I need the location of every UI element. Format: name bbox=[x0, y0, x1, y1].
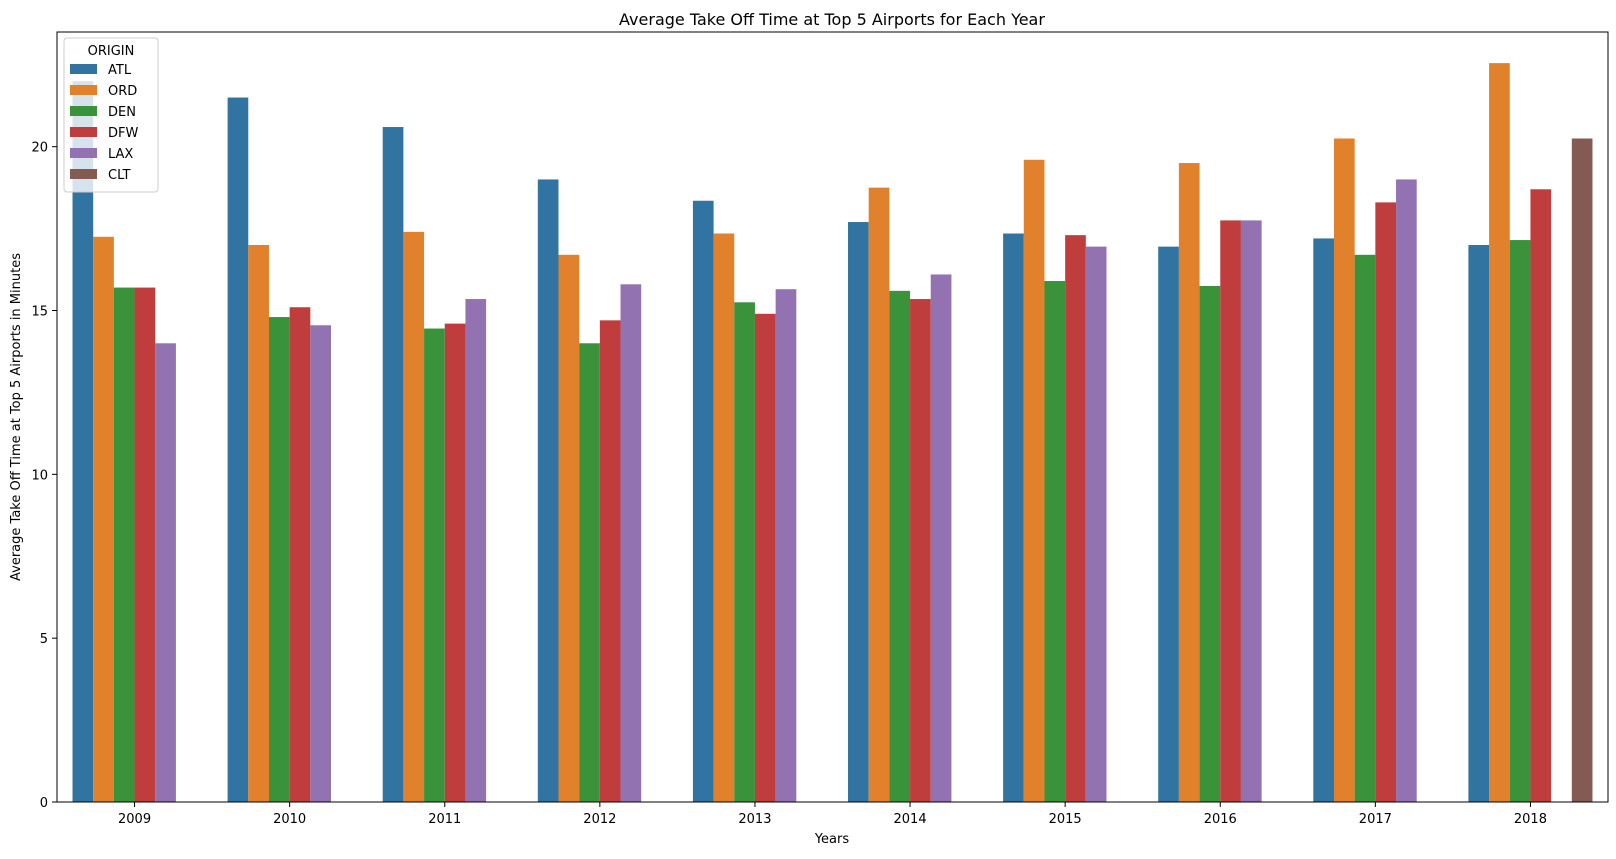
bar-dfw-2009 bbox=[134, 287, 156, 802]
x-axis-label: Years bbox=[814, 832, 850, 847]
x-tick-label: 2012 bbox=[583, 812, 616, 827]
bar-ord-2013 bbox=[713, 233, 735, 802]
bar-den-2017 bbox=[1354, 254, 1376, 802]
legend-swatch-atl bbox=[70, 64, 97, 74]
bar-atl-2011 bbox=[382, 127, 404, 802]
legend-swatch-dfw bbox=[70, 127, 97, 137]
bar-dfw-2011 bbox=[444, 323, 466, 802]
bar-atl-2016 bbox=[1158, 246, 1179, 802]
bar-den-2015 bbox=[1044, 281, 1066, 802]
x-tick-label: 2009 bbox=[118, 812, 151, 827]
bar-dfw-2015 bbox=[1065, 235, 1086, 802]
bar-atl-2012 bbox=[537, 179, 559, 802]
bar-dfw-2016 bbox=[1220, 220, 1241, 802]
bar-atl-2010 bbox=[227, 97, 249, 802]
bar-den-2011 bbox=[424, 328, 445, 802]
y-tick-label: 20 bbox=[31, 141, 48, 156]
legend-label-atl: ATL bbox=[108, 63, 132, 78]
bar-ord-2014 bbox=[868, 187, 890, 802]
legend-swatch-clt bbox=[70, 169, 97, 179]
y-tick-label: 15 bbox=[31, 305, 48, 320]
x-tick-label: 2017 bbox=[1359, 812, 1392, 827]
legend-label-ord: ORD bbox=[108, 84, 137, 99]
y-tick-label: 10 bbox=[31, 468, 48, 483]
bar-atl-2013 bbox=[692, 200, 714, 803]
bar-den-2013 bbox=[734, 302, 755, 802]
bar-dfw-2010 bbox=[289, 307, 311, 802]
legend-label-lax: LAX bbox=[108, 147, 133, 162]
bar-atl-2015 bbox=[1003, 233, 1024, 802]
bar-den-2009 bbox=[113, 287, 135, 802]
bar-dfw-2014 bbox=[910, 299, 931, 802]
bar-den-2012 bbox=[579, 343, 600, 802]
bar-ord-2009 bbox=[93, 236, 114, 803]
bar-lax-2009 bbox=[155, 343, 176, 802]
bar-lax-2010 bbox=[310, 325, 332, 802]
bar-lax-2015 bbox=[1085, 246, 1107, 802]
chart-title: Average Take Off Time at Top 5 Airports … bbox=[619, 10, 1045, 29]
bar-lax-2014 bbox=[930, 274, 952, 803]
legend-label-dfw: DFW bbox=[108, 126, 138, 141]
bar-dfw-2012 bbox=[599, 320, 621, 802]
legend-title: ORIGIN bbox=[88, 44, 135, 59]
bar-den-2010 bbox=[268, 317, 290, 802]
x-tick-label: 2013 bbox=[738, 812, 771, 827]
legend-swatch-ord bbox=[70, 85, 97, 95]
legend-swatch-lax bbox=[70, 148, 97, 158]
bar-clt-2018 bbox=[1571, 138, 1593, 803]
bar-lax-2011 bbox=[465, 299, 487, 802]
bar-ord-2018 bbox=[1489, 63, 1510, 802]
x-tick-label: 2015 bbox=[1049, 812, 1082, 827]
bar-lax-2013 bbox=[775, 289, 797, 803]
y-tick-label: 5 bbox=[40, 632, 48, 647]
y-tick-label: 0 bbox=[40, 796, 48, 811]
x-tick-label: 2014 bbox=[894, 812, 927, 827]
legend: ORIGIN ATL ORD DEN DFW LAX CLT bbox=[63, 37, 159, 193]
bar-ord-2012 bbox=[558, 254, 580, 802]
y-axis-label: Average Take Off Time at Top 5 Airports … bbox=[9, 253, 24, 581]
legend-label-clt: CLT bbox=[108, 168, 131, 183]
bar-dfw-2018 bbox=[1530, 189, 1552, 802]
bars-group bbox=[72, 63, 1593, 803]
y-axis-ticks: 0 5 10 15 20 bbox=[31, 141, 57, 811]
bar-den-2016 bbox=[1199, 285, 1221, 802]
x-axis-ticks: 2009 2010 2011 2012 2013 2014 2015 2016 2017 2018 bbox=[118, 802, 1547, 827]
x-tick-label: 2018 bbox=[1514, 812, 1547, 827]
x-tick-label: 2010 bbox=[273, 812, 306, 827]
bar-den-2014 bbox=[889, 290, 911, 802]
bar-ord-2017 bbox=[1333, 138, 1355, 803]
bar-lax-2012 bbox=[620, 284, 642, 802]
bar-den-2018 bbox=[1509, 240, 1531, 802]
bar-lax-2016 bbox=[1240, 220, 1262, 802]
bar-atl-2009 bbox=[72, 81, 94, 802]
bar-atl-2017 bbox=[1313, 238, 1334, 802]
bar-dfw-2017 bbox=[1375, 202, 1397, 802]
bar-ord-2010 bbox=[248, 244, 269, 803]
plot-frame bbox=[56, 31, 1609, 803]
legend-swatch-den bbox=[70, 106, 97, 116]
bar-ord-2015 bbox=[1023, 159, 1045, 803]
bar-atl-2014 bbox=[848, 222, 869, 803]
bar-ord-2016 bbox=[1178, 163, 1200, 802]
bar-atl-2018 bbox=[1468, 244, 1490, 803]
bar-lax-2017 bbox=[1396, 179, 1417, 802]
bar-dfw-2013 bbox=[754, 313, 776, 802]
x-tick-label: 2016 bbox=[1204, 812, 1237, 827]
bar-ord-2011 bbox=[403, 231, 425, 802]
legend-label-den: DEN bbox=[108, 105, 136, 120]
x-tick-label: 2011 bbox=[428, 812, 461, 827]
